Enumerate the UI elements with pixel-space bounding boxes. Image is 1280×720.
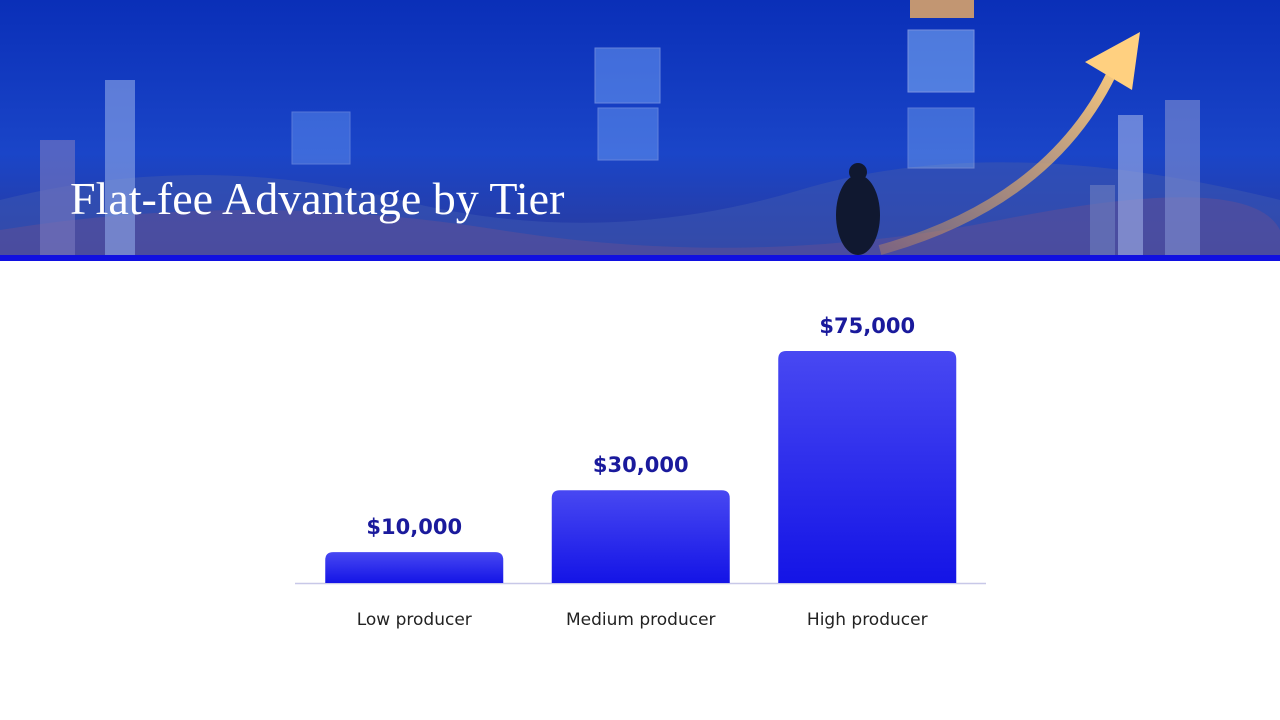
chart-title: Flat-fee Advantage by Tier bbox=[70, 173, 564, 224]
value-label: $75,000 bbox=[819, 314, 915, 338]
value-label: $30,000 bbox=[593, 453, 689, 477]
x-tick-label: Medium producer bbox=[566, 610, 716, 630]
value-label: $10,000 bbox=[366, 515, 462, 539]
x-tick-label: Low producer bbox=[357, 610, 472, 630]
bar bbox=[778, 351, 957, 583]
bar bbox=[325, 552, 504, 583]
x-tick-label: High producer bbox=[807, 610, 928, 630]
banner bbox=[0, 0, 1280, 261]
plot: $10,000 Low producer $30,000 Medium produce… bbox=[325, 314, 957, 630]
bar bbox=[551, 490, 730, 583]
